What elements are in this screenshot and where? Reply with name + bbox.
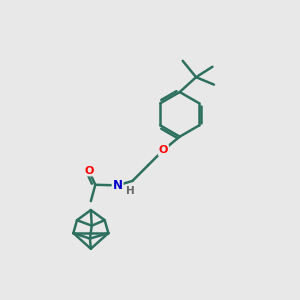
Text: O: O: [84, 166, 94, 176]
Text: H: H: [126, 186, 134, 196]
Text: O: O: [159, 145, 168, 155]
Text: N: N: [112, 179, 123, 192]
